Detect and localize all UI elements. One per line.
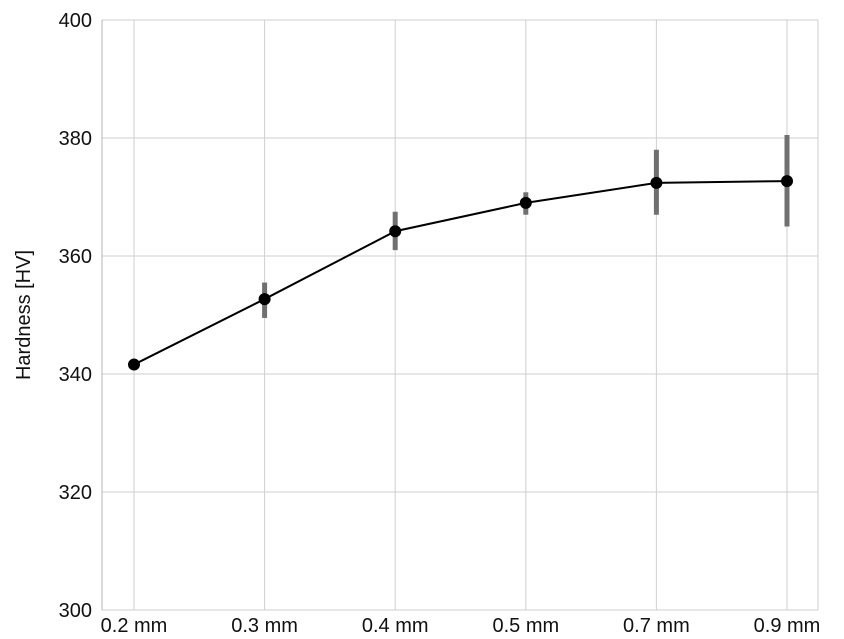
y-tick-label: 360 [59, 246, 92, 268]
y-axis-title: Hardness [HV] [13, 250, 35, 380]
y-tick-label: 320 [59, 482, 92, 504]
error-bars [131, 135, 790, 369]
y-tick-label: 340 [59, 364, 92, 386]
x-tick-label: 0.4 mm [362, 615, 429, 637]
x-tick-label: 0.9 mm [754, 615, 821, 637]
x-tick-label: 0.7 mm [623, 615, 690, 637]
y-tick-label: 380 [59, 128, 92, 150]
grid [101, 19, 819, 611]
data-points [128, 175, 793, 371]
data-point [128, 358, 140, 371]
y-tick-label: 300 [59, 600, 92, 622]
y-tick-label: 400 [59, 10, 92, 32]
data-point [258, 293, 271, 306]
y-tick-labels: 300 320 340 360 380 400 [59, 10, 92, 622]
data-point [519, 196, 532, 209]
x-tick-label: 0.2 mm [101, 615, 168, 637]
data-point [650, 176, 663, 189]
x-tick-label: 0.3 mm [231, 615, 298, 637]
series-line [133, 180, 788, 366]
data-point [389, 225, 402, 238]
x-tick-label: 0.5 mm [492, 615, 559, 637]
data-point [781, 175, 793, 188]
x-tick-labels: 0.2 mm 0.3 mm 0.4 mm 0.5 mm 0.7 mm 0.9 mm [101, 615, 821, 637]
